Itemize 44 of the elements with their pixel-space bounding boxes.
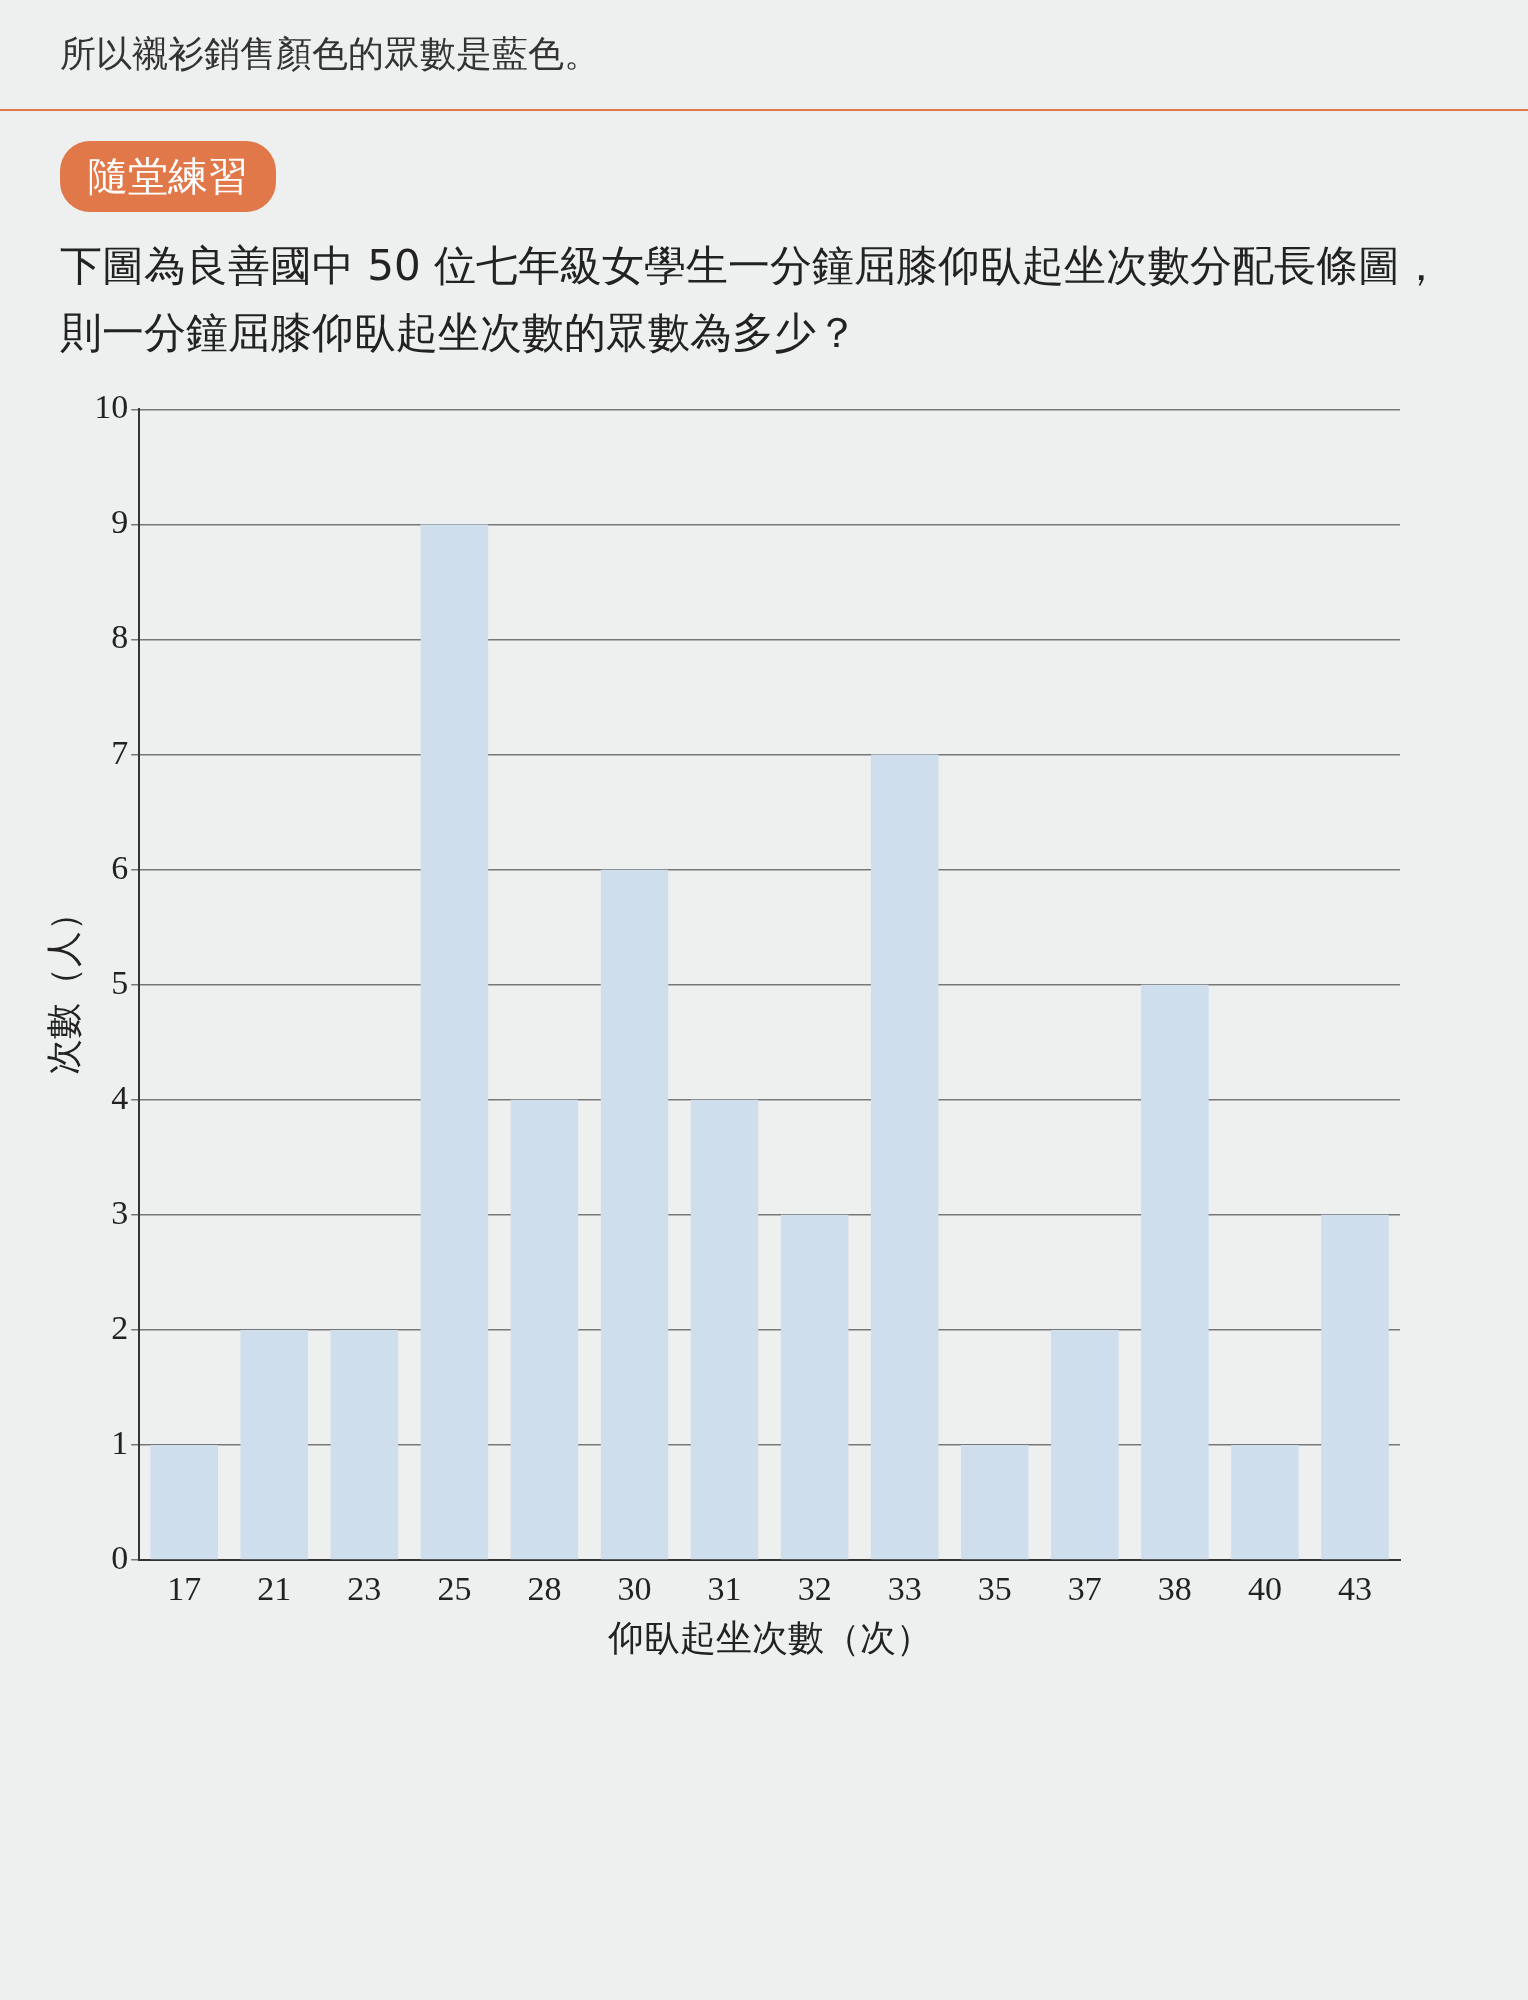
bar	[240, 1330, 309, 1560]
x-tick-label: 31	[707, 1570, 742, 1608]
bar	[1231, 1445, 1299, 1560]
x-tick-label: 38	[1157, 1570, 1192, 1608]
bar	[510, 1100, 579, 1560]
bar	[1051, 1330, 1119, 1560]
bar	[690, 1100, 759, 1560]
y-tick-label: 10	[94, 388, 129, 426]
x-tick-label: 21	[257, 1570, 292, 1608]
y-tick-label: 9	[111, 503, 129, 541]
x-tick-label: 35	[977, 1570, 1012, 1608]
x-tick-label: 30	[617, 1570, 652, 1608]
y-tick-label: 7	[111, 733, 129, 771]
x-tick-label: 32	[797, 1570, 832, 1608]
y-axis-title: 次數（人）	[42, 895, 84, 1076]
x-tick-label: 17	[167, 1570, 202, 1608]
text: 所以襯衫銷售顏色的眾數是藍色。	[0, 0, 1528, 111]
y-tick-label: 5	[111, 964, 129, 1001]
bar	[960, 1445, 1029, 1560]
y-tick-label: 1	[111, 1424, 129, 1462]
x-tick-label: 37	[1067, 1570, 1102, 1608]
bar	[1141, 985, 1209, 1560]
x-tick-label: 23	[347, 1570, 382, 1608]
y-tick-label: 6	[111, 848, 129, 886]
y-tick-label: 3	[111, 1194, 129, 1232]
bar	[870, 754, 939, 1560]
bar	[600, 870, 669, 1560]
bar	[420, 524, 489, 1560]
y-tick-label: 0	[111, 1539, 129, 1577]
x-axis-title: 仰臥起坐次數（次）	[607, 1617, 932, 1659]
x-tick-label: 33	[887, 1570, 922, 1608]
chart-title: 下圖為良善國中 50 位七年級女學生一分鐘屈膝仰臥起坐次數分配長條圖，則一分鐘屈膝仰臥起坐次數的眾數為多少？	[59, 240, 1444, 360]
bar	[150, 1445, 218, 1560]
y-tick-label: 2	[111, 1309, 129, 1347]
x-tick-label: 28	[527, 1570, 562, 1608]
x-tick-label: 40	[1247, 1570, 1282, 1608]
chart-subtitle: 隨堂練習	[60, 141, 276, 212]
y-tick-label: 8	[111, 618, 129, 656]
y-tick-label: 4	[111, 1079, 129, 1117]
bar	[330, 1330, 399, 1560]
x-tick-label: 25	[437, 1570, 472, 1608]
bar	[1321, 1215, 1389, 1560]
x-tick-label: 43	[1337, 1570, 1372, 1608]
bar	[780, 1215, 849, 1560]
